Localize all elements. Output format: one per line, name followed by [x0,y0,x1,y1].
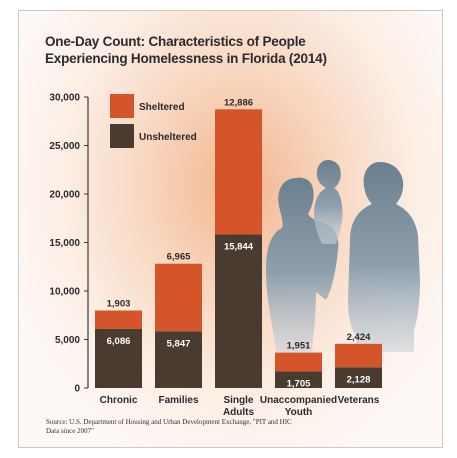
y-tick-label: 15,000 [49,238,80,249]
data-label-unsheltered: 5,847 [167,338,191,349]
bar-sheltered [215,109,262,235]
data-label-unsheltered: 2,128 [347,374,371,385]
bars [95,109,382,388]
data-label-unsheltered: 1,705 [287,378,311,389]
y-tick-label: 0 [74,384,80,395]
bar-unsheltered [155,331,202,388]
chart-title-line-1: One-Day Count: Characteristics of People [45,34,306,49]
x-tick-label: Single [223,395,253,406]
legend-label: Unsheltered [139,132,197,143]
legend-label: Sheltered [139,102,185,113]
bar-unsheltered [275,371,322,388]
x-tick-label: Chronic [100,395,138,406]
data-label-sheltered: 6,965 [167,252,191,263]
legend-swatch [110,124,134,148]
y-tick-label: 5,000 [55,335,80,346]
source-line-2: Data since 2007" [46,427,94,435]
data-label-unsheltered: 6,086 [107,336,131,347]
y-tick-label: 10,000 [49,287,80,298]
child-silhouette [314,160,343,244]
x-tick-label: Youth [285,407,313,418]
data-label-sheltered: 1,903 [107,299,131,310]
chart-title: One-Day Count: Characteristics of People… [45,33,375,67]
bar-unsheltered [335,367,382,388]
woman-silhouette [266,177,339,352]
data-label-sheltered: 12,886 [224,97,253,108]
x-tick-label: Unaccompanied [260,395,337,406]
y-tick-label: 20,000 [49,190,80,201]
source-line-1: Source: U.S. Department of Housing and U… [46,418,292,426]
x-tick-label: Veterans [338,395,380,406]
y-tick-label: 30,000 [49,93,80,104]
x-tick-label: Adults [223,407,255,418]
bar-sheltered [275,352,322,372]
data-labels: 6,086 1,903 5,847 6,965 15,844 12,886 1,705 1,9… [107,97,371,389]
chart-title-line-2: Experiencing Homelessness in Florida (20… [45,51,327,66]
y-tick-label: 25,000 [49,141,80,152]
data-label-sheltered: 2,424 [347,332,371,343]
bar-sheltered [95,310,142,329]
man-silhouette [348,162,420,352]
legend-swatch [110,94,134,118]
family-silhouette-illustration [266,160,420,352]
bar-sheltered [155,263,202,332]
x-tick-label: Families [158,395,198,406]
bar-unsheltered [95,328,142,388]
legend: Sheltered Unsheltered [110,94,197,148]
data-label-unsheltered: 15,844 [224,241,254,252]
y-axis: 0 5,000 10,000 15,000 20,000 25,000 30,000 [49,93,89,395]
source-note: Source: U.S. Department of Housing and U… [46,418,426,436]
data-label-sheltered: 1,951 [287,341,311,352]
bar-unsheltered [215,234,262,388]
bar-sheltered [335,343,382,368]
